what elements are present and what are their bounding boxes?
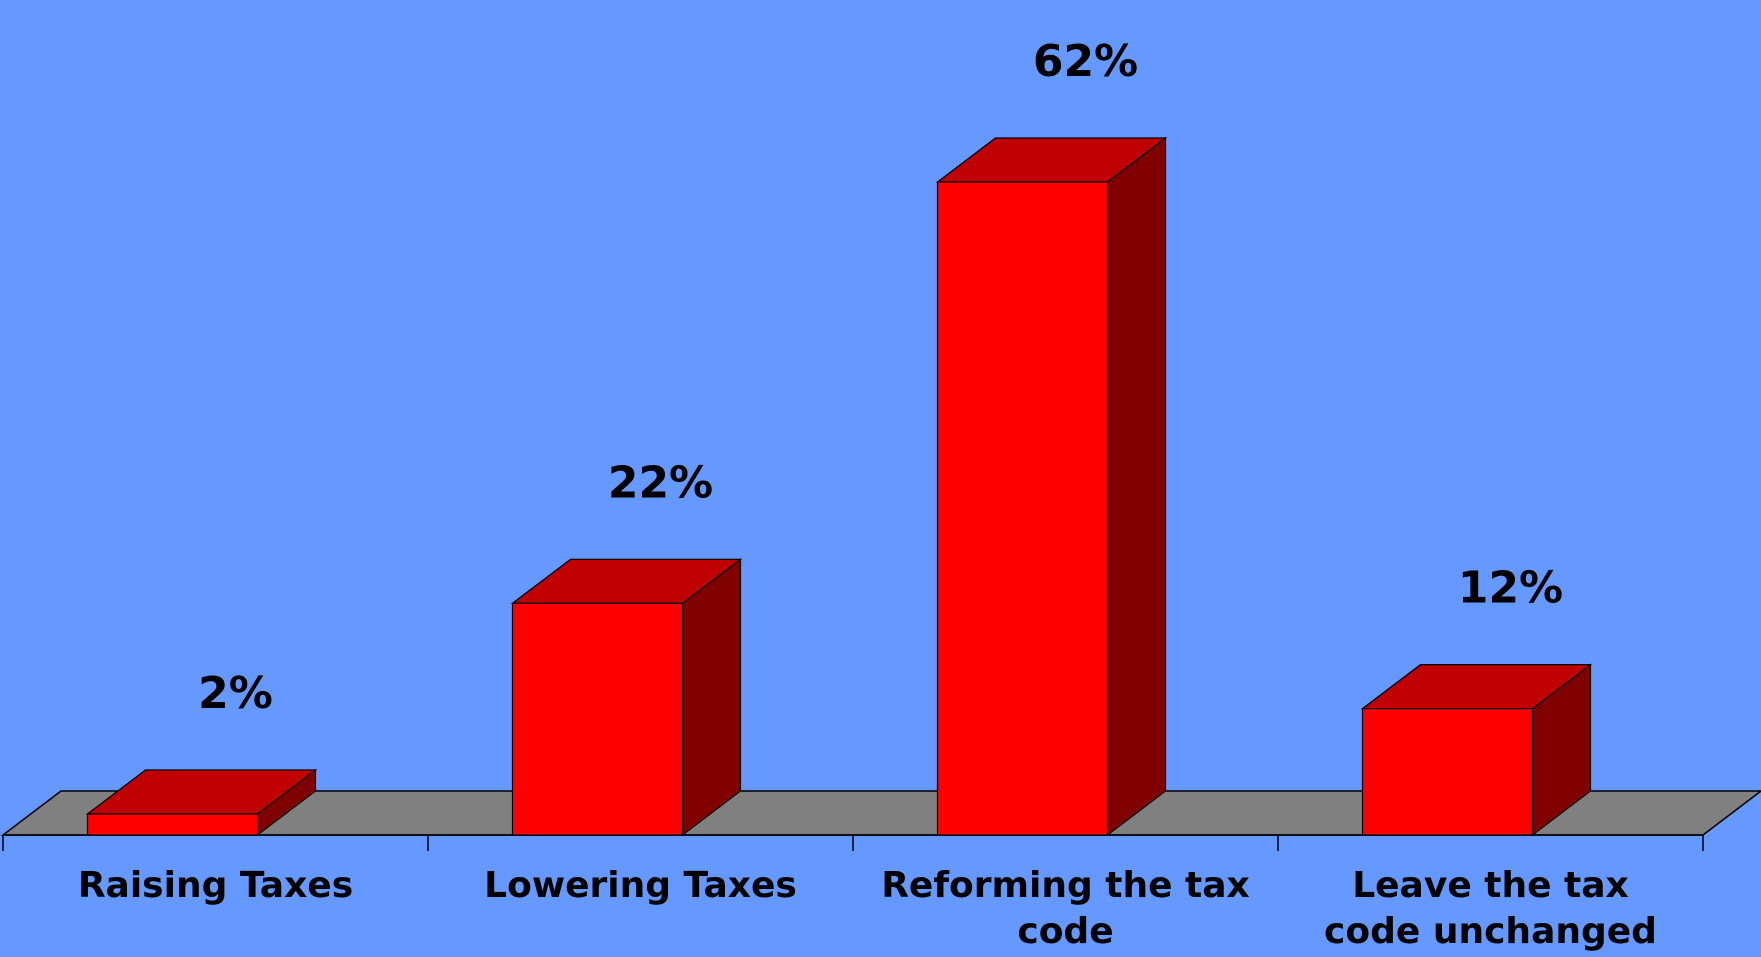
bar <box>85 768 318 837</box>
category-label: Reforming the tax <box>881 865 1250 906</box>
category-label: code unchanged <box>1324 911 1657 952</box>
category-label: Leave the tax <box>1352 865 1629 906</box>
category-label: Raising Taxes <box>78 865 353 906</box>
bar <box>935 136 1168 837</box>
bar <box>1360 663 1593 837</box>
data-label: 2% <box>198 668 273 719</box>
category-label: code <box>1017 911 1113 952</box>
x-axis <box>2 834 1704 851</box>
bars <box>85 136 1593 837</box>
data-label: 62% <box>1033 36 1138 87</box>
data-label: 12% <box>1458 563 1563 614</box>
bar-front <box>936 181 1109 836</box>
data-label: 22% <box>608 457 713 508</box>
bar-side <box>1106 136 1167 837</box>
data-labels: 2% 22% 62% 12% <box>198 36 1563 719</box>
bar-side <box>681 558 742 837</box>
category-labels: Raising Taxes Lowering Taxes Reforming the… <box>78 865 1657 952</box>
bar-front <box>1361 708 1534 836</box>
bar <box>510 558 743 837</box>
bar-front <box>86 813 259 836</box>
category-label: Lowering Taxes <box>484 865 797 906</box>
bar-front <box>511 602 684 836</box>
